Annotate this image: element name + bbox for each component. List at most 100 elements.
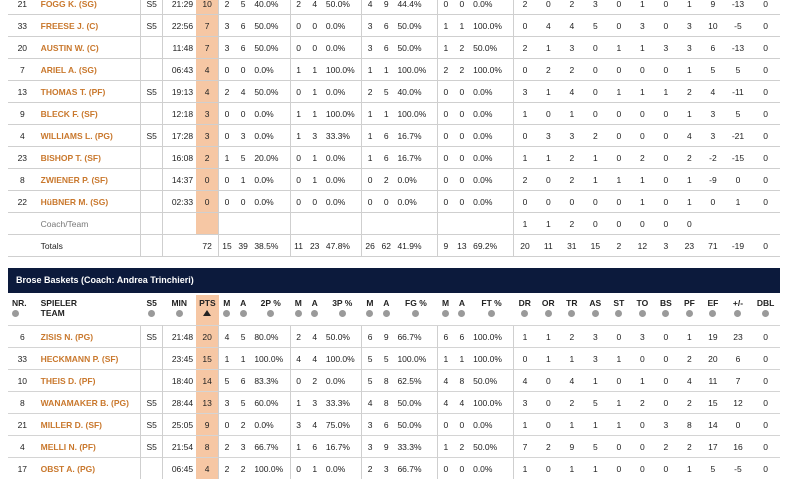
sort-dot-icon[interactable] (521, 310, 528, 317)
player-name-link[interactable]: MILLER D. (SF) (37, 414, 141, 436)
col-ef-header[interactable]: EF (701, 295, 725, 326)
col-min-header[interactable]: MIN (162, 295, 196, 326)
col-nr-header[interactable]: NR. (8, 295, 37, 326)
player-name-link[interactable]: ZWIENER P. (SF) (37, 169, 141, 191)
starter-marker (141, 59, 162, 81)
sort-dot-icon[interactable] (12, 310, 19, 317)
sort-dot-icon[interactable] (176, 310, 183, 317)
stat-st: 0 (607, 370, 631, 392)
col-3pm-header[interactable]: M (290, 295, 306, 326)
col-as-header[interactable]: AS (584, 295, 608, 326)
player-name-link[interactable]: THOMAS T. (PF) (37, 81, 141, 103)
col-to-header[interactable]: TO (631, 295, 655, 326)
player-name-link[interactable]: BLECK F. (SF) (37, 103, 141, 125)
sort-dot-icon[interactable] (267, 310, 274, 317)
sort-dot-icon[interactable] (615, 310, 622, 317)
sort-dot-icon[interactable] (762, 310, 769, 317)
col-dr-header[interactable]: DR (513, 295, 537, 326)
col-pm-header[interactable]: +/- (725, 295, 752, 326)
col-fgm-header[interactable]: M (362, 295, 378, 326)
stat-dbl: 0 (751, 103, 780, 125)
sort-dot-icon[interactable] (311, 310, 318, 317)
sort-dot-icon[interactable] (734, 310, 741, 317)
col-3pp-header[interactable]: 3P % (323, 295, 362, 326)
sort-dot-icon[interactable] (366, 310, 373, 317)
col-or-header[interactable]: OR (537, 295, 561, 326)
stat-tha: 4 (307, 326, 323, 348)
stat-tpp: 66.7% (251, 436, 290, 458)
stat-fta: 0 (454, 81, 470, 103)
col-fta-header[interactable]: A (454, 295, 470, 326)
col-bs-header[interactable]: BS (654, 295, 678, 326)
col-2pa-header[interactable]: A (235, 295, 251, 326)
col-st-header[interactable]: ST (607, 295, 631, 326)
stat-thm: 0 (290, 370, 306, 392)
player-name-link[interactable]: THEIS D. (PF) (37, 370, 141, 392)
stat-dbl: 0 (751, 59, 780, 81)
player-name-link[interactable]: AUSTIN W. (C) (37, 37, 141, 59)
empty-cell (8, 213, 37, 235)
col-dbl-header[interactable]: DBL (751, 295, 780, 326)
sort-dot-icon[interactable] (383, 310, 390, 317)
sort-dot-icon[interactable] (442, 310, 449, 317)
stat-ftm: 0 (437, 169, 453, 191)
player-name-link[interactable]: ARIEL A. (SG) (37, 59, 141, 81)
player-name-link[interactable]: ZISIS N. (PG) (37, 326, 141, 348)
stat-fga: 1 (378, 59, 394, 81)
sort-dot-icon[interactable] (148, 310, 155, 317)
sort-dot-icon[interactable] (686, 310, 693, 317)
player-name-link[interactable]: MELLI N. (PF) (37, 436, 141, 458)
sort-arrow-up-icon[interactable] (203, 310, 211, 316)
player-name-link[interactable]: HECKMANN P. (SF) (37, 348, 141, 370)
jersey-number: 33 (8, 348, 37, 370)
sort-dot-icon[interactable] (709, 310, 716, 317)
col-s5-header[interactable]: S5 (141, 295, 162, 326)
stat-st: 1 (607, 37, 631, 59)
sort-dot-icon[interactable] (458, 310, 465, 317)
sort-dot-icon[interactable] (545, 310, 552, 317)
stat-fgm: 1 (362, 59, 378, 81)
stat-tha: 1 (307, 169, 323, 191)
player-name-link[interactable]: FREESE J. (C) (37, 15, 141, 37)
stat-pf: 1 (678, 326, 702, 348)
player-name-link[interactable]: FOGG K. (SG) (37, 0, 141, 15)
col-ftp-header[interactable]: FT % (470, 295, 513, 326)
sort-dot-icon[interactable] (592, 310, 599, 317)
sort-dot-icon[interactable] (662, 310, 669, 317)
col-tr-header[interactable]: TR (560, 295, 584, 326)
stat-as: 5 (584, 436, 608, 458)
stat-or: 1 (537, 348, 561, 370)
col-3pa-header[interactable]: A (307, 295, 323, 326)
col-fgp-header[interactable]: FG % (394, 295, 437, 326)
sort-dot-icon[interactable] (240, 310, 247, 317)
stat-dr: 1 (513, 103, 537, 125)
sort-dot-icon[interactable] (339, 310, 346, 317)
sort-dot-icon[interactable] (488, 310, 495, 317)
stat-st: 0 (607, 326, 631, 348)
sort-dot-icon[interactable] (639, 310, 646, 317)
player-name-link[interactable]: BISHOP T. (SF) (37, 147, 141, 169)
sort-dot-icon[interactable] (223, 310, 230, 317)
col-pf-header[interactable]: PF (678, 295, 702, 326)
player-name-link[interactable]: OBST A. (PG) (37, 458, 141, 479)
col-2pm-header[interactable]: M (219, 295, 235, 326)
col-pts-header[interactable]: PTS (196, 295, 218, 326)
player-name-link[interactable]: WANAMAKER B. (PG) (37, 392, 141, 414)
stat-tr: 1 (560, 348, 584, 370)
stat-ef: 10 (701, 15, 725, 37)
sort-dot-icon[interactable] (568, 310, 575, 317)
sort-dot-icon[interactable] (295, 310, 302, 317)
col-fga-header[interactable]: A (378, 295, 394, 326)
col-2pp-header[interactable]: 2P % (251, 295, 290, 326)
jersey-number: 33 (8, 15, 37, 37)
sort-dot-icon[interactable] (412, 310, 419, 317)
stat-tpa: 1 (235, 348, 251, 370)
stat-tpa: 6 (235, 37, 251, 59)
player-name-link[interactable]: WILLIAMS L. (PG) (37, 125, 141, 147)
col-ftm-header[interactable]: M (437, 295, 453, 326)
player-name-link[interactable]: HüBNER M. (SG) (37, 191, 141, 213)
stat-thm: 4 (290, 348, 306, 370)
